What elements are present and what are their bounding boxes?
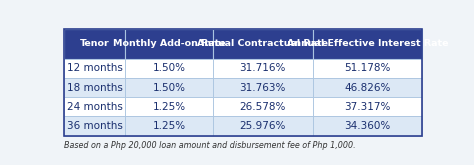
Text: 26.578%: 26.578% xyxy=(240,102,286,112)
Text: Based on a Php 20,000 loan amount and disbursement fee of Php 1,000.: Based on a Php 20,000 loan amount and di… xyxy=(64,141,356,150)
Bar xyxy=(313,29,422,59)
Bar xyxy=(126,59,213,78)
Bar xyxy=(213,59,313,78)
Text: 25.976%: 25.976% xyxy=(240,121,286,131)
Text: 46.826%: 46.826% xyxy=(344,82,391,93)
Bar xyxy=(64,59,126,78)
Text: 36 months: 36 months xyxy=(66,121,122,131)
Text: 18 months: 18 months xyxy=(66,82,122,93)
Bar xyxy=(126,116,213,136)
Bar xyxy=(126,29,213,59)
Text: 31.716%: 31.716% xyxy=(240,63,286,73)
Text: 34.360%: 34.360% xyxy=(344,121,391,131)
Bar xyxy=(313,78,422,97)
Text: Annual Effective Interest Rate: Annual Effective Interest Rate xyxy=(287,39,448,48)
Bar xyxy=(313,59,422,78)
Text: Tenor: Tenor xyxy=(80,39,109,48)
Text: 1.25%: 1.25% xyxy=(153,121,186,131)
Bar xyxy=(64,78,126,97)
Bar xyxy=(126,97,213,116)
Text: Monthly Add-on Rate: Monthly Add-on Rate xyxy=(113,39,226,48)
Text: 51.178%: 51.178% xyxy=(344,63,391,73)
Bar xyxy=(213,78,313,97)
Bar xyxy=(126,78,213,97)
Bar xyxy=(213,97,313,116)
Bar xyxy=(213,29,313,59)
Text: 31.763%: 31.763% xyxy=(240,82,286,93)
Bar xyxy=(64,29,422,136)
Bar xyxy=(64,116,126,136)
Bar xyxy=(313,97,422,116)
Bar xyxy=(64,97,126,116)
Bar xyxy=(313,116,422,136)
Bar xyxy=(64,29,126,59)
Text: 1.50%: 1.50% xyxy=(153,82,186,93)
Bar xyxy=(213,116,313,136)
Text: 1.50%: 1.50% xyxy=(153,63,186,73)
Text: 37.317%: 37.317% xyxy=(344,102,391,112)
Text: 24 months: 24 months xyxy=(66,102,122,112)
Text: 1.25%: 1.25% xyxy=(153,102,186,112)
Text: 12 months: 12 months xyxy=(66,63,122,73)
Text: Annual Contractual Rate: Annual Contractual Rate xyxy=(197,39,328,48)
